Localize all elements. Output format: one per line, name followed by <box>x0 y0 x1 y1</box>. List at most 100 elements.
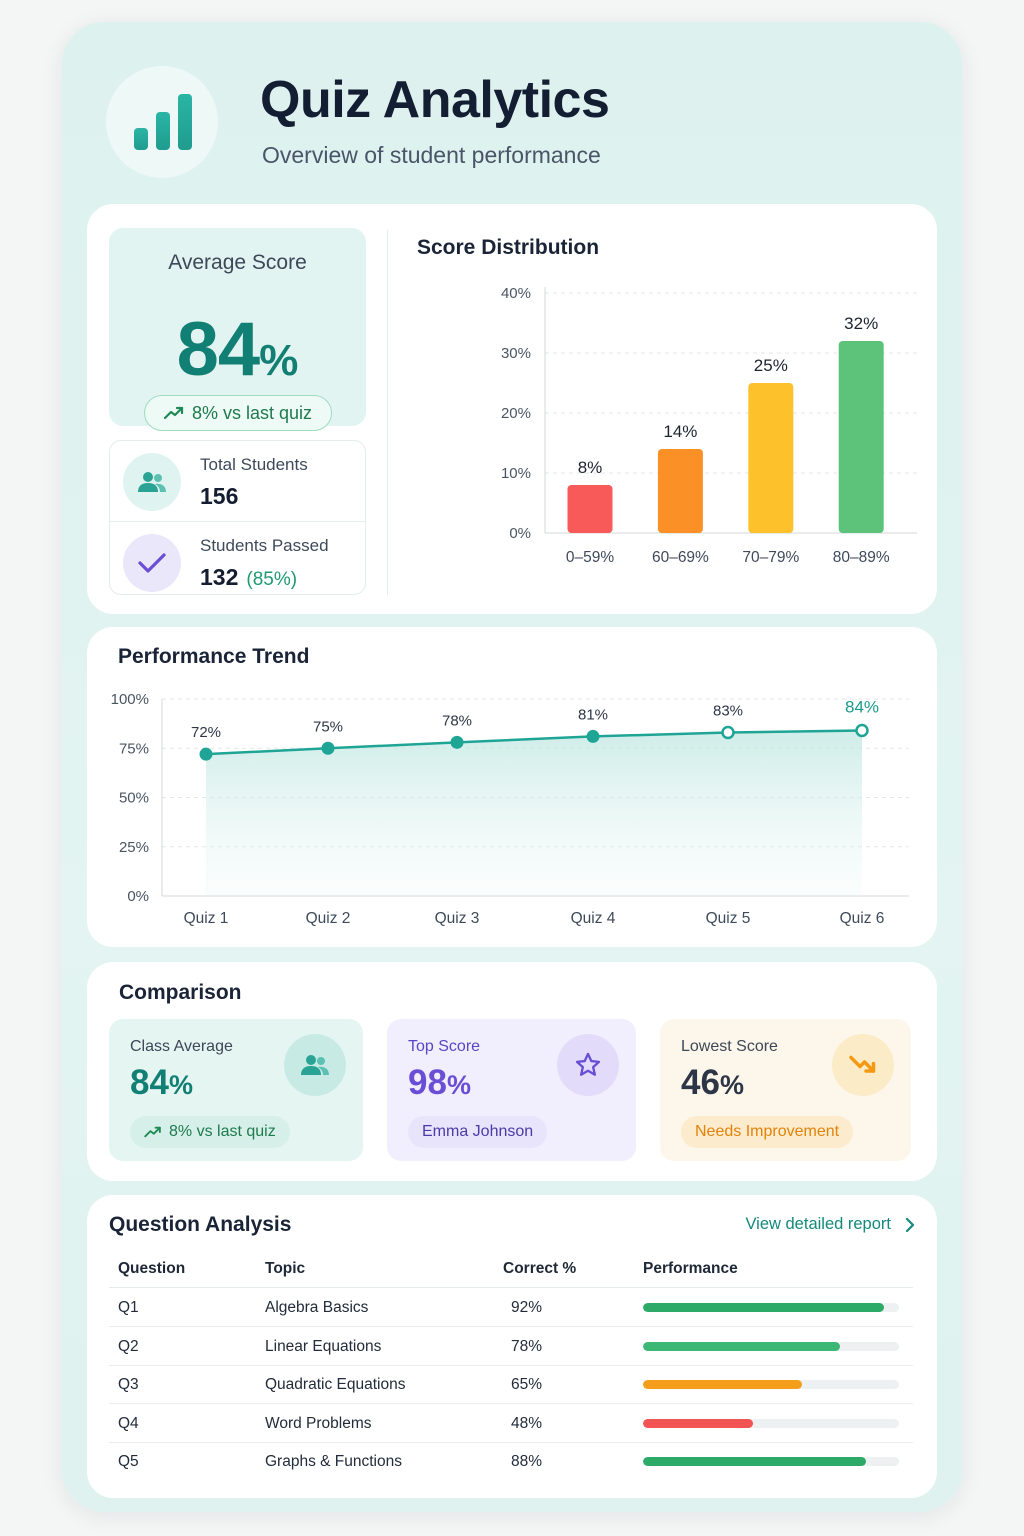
y-tick-label: 30% <box>501 345 531 362</box>
x-tick-label: 0–59% <box>566 549 614 566</box>
data-label: 72% <box>191 724 221 741</box>
column-performance: Performance <box>643 1260 738 1277</box>
class-average-note: 8% vs last quiz <box>169 1123 276 1140</box>
performance-bar-track <box>643 1380 899 1389</box>
students-passed-value: 132 (85%) <box>200 564 297 591</box>
performance-bar-track <box>643 1303 899 1312</box>
lowest-score-value: 46% <box>681 1063 744 1103</box>
class-average-label: Class Average <box>130 1038 233 1055</box>
lowest-score-tile: Lowest Score 46% Needs Improvement <box>660 1019 911 1161</box>
performance-trend-chart: 0% 25% 50% 75% 100% 72% Quiz 1 75% Quiz 2 78% Quiz… <box>111 691 909 927</box>
correct-cell: 78% <box>511 1337 543 1355</box>
table-header: Question Topic Correct % Performance <box>109 1256 913 1288</box>
column-correct: Correct % <box>503 1260 577 1277</box>
class-average-unit: % <box>168 1070 193 1100</box>
students-passed-number: 132 <box>200 564 239 590</box>
performance-bar-track <box>643 1457 899 1466</box>
y-tick-label: 25% <box>119 839 149 856</box>
average-score-label: Average Score <box>168 251 307 274</box>
table-row: Q5 Graphs & Functions 88% <box>109 1443 913 1481</box>
top-score-value: 98% <box>408 1063 471 1103</box>
top-score-label: Top Score <box>408 1038 481 1055</box>
x-tick-label: Quiz 4 <box>571 910 616 927</box>
performance-trend-card: Performance Trend 0% 25% 50% 75% 100% 72% Quiz… <box>87 627 937 947</box>
y-tick-label: 10% <box>501 465 531 482</box>
lowest-score-unit: % <box>719 1070 744 1100</box>
data-point <box>199 747 213 761</box>
data-point <box>855 723 869 738</box>
view-report-link[interactable]: View detailed report <box>745 1215 915 1234</box>
performance-bar-fill <box>643 1303 884 1312</box>
data-point <box>586 729 600 743</box>
data-label: 75% <box>313 718 343 735</box>
performance-bar-track <box>643 1418 899 1428</box>
x-tick-label: 60–69% <box>652 549 709 566</box>
data-label: 84% <box>845 698 879 717</box>
top-score-unit: % <box>446 1070 471 1100</box>
average-change-badge: 8% vs last quiz <box>144 395 332 431</box>
question-cell: Q2 <box>118 1337 139 1355</box>
comparison-title: Comparison <box>119 981 242 1004</box>
table-row: Q2 Linear Equations 78% <box>109 1328 913 1366</box>
check-icon <box>123 534 181 592</box>
total-students-row: Total Students 156 <box>110 441 365 521</box>
y-tick-label: 20% <box>501 405 531 422</box>
class-average-number: 84 <box>130 1063 169 1102</box>
students-passed-row: Students Passed 132 (85%) <box>110 521 365 595</box>
x-tick-label: Quiz 5 <box>706 910 751 927</box>
view-report-text: View detailed report <box>745 1215 891 1233</box>
performance-bar-track <box>643 1341 899 1351</box>
question-cell: Q5 <box>118 1453 139 1470</box>
lowest-score-number: 46 <box>681 1063 720 1102</box>
needs-improvement-badge: Needs Improvement <box>681 1116 854 1148</box>
topic-cell: Graphs & Functions <box>265 1453 402 1470</box>
question-analysis-title: Question Analysis <box>109 1213 292 1236</box>
data-label: 83% <box>713 702 743 719</box>
bar <box>567 485 613 533</box>
performance-bar-fill <box>643 1457 866 1466</box>
trending-up-icon <box>144 1126 161 1138</box>
average-score-number: 84 <box>176 307 261 392</box>
bar-chart-icon <box>106 66 218 178</box>
users-icon <box>123 453 181 511</box>
question-cell: Q1 <box>118 1299 139 1316</box>
divider <box>387 230 388 595</box>
column-topic: Topic <box>265 1260 306 1277</box>
score-distribution-chart: 0% 10% 20% 30% 40% 8% 0–59% 14% 60–69% 25% 70–79% 3… <box>501 285 917 566</box>
y-tick-label: 50% <box>119 790 149 807</box>
topic-cell: Linear Equations <box>265 1337 382 1355</box>
average-score-panel: Average Score 84% 8% vs last quiz <box>109 228 366 431</box>
y-tick-label: 0% <box>127 888 149 905</box>
y-tick-label: 100% <box>111 691 149 708</box>
series-line <box>205 729 863 756</box>
trending-up-icon <box>163 406 184 420</box>
star-icon <box>557 1034 619 1096</box>
students-passed-label: Students Passed <box>200 536 329 555</box>
x-tick-label: Quiz 3 <box>435 910 480 927</box>
correct-cell: 92% <box>511 1299 543 1316</box>
data-label: 25% <box>754 356 788 375</box>
question-cell: Q4 <box>118 1414 139 1432</box>
performance-bar-fill <box>643 1418 754 1428</box>
summary-card: Average Score 84% 8% vs last quiz Total … <box>87 204 937 614</box>
class-average-value: 84% <box>130 1063 193 1103</box>
student-stats-panel: Total Students 156 Students Passed 132 (8… <box>109 440 366 595</box>
table-row: Q3 Quadratic Equations 65% <box>109 1366 913 1404</box>
x-tick-label: Quiz 6 <box>840 910 885 927</box>
topic-cell: Algebra Basics <box>265 1299 369 1316</box>
table-row: Q1 Algebra Basics 92% <box>109 1289 913 1327</box>
average-change-text: 8% vs last quiz <box>191 402 313 423</box>
topic-cell: Word Problems <box>265 1414 372 1432</box>
correct-cell: 65% <box>511 1376 543 1393</box>
y-tick-label: 40% <box>501 285 531 302</box>
total-students-label: Total Students <box>200 455 308 474</box>
bar <box>838 341 884 533</box>
data-point <box>721 725 735 740</box>
students-passed-percent: (85%) <box>246 569 298 590</box>
column-question: Question <box>118 1260 186 1277</box>
comparison-card: Comparison Class Average 84% 8% vs last … <box>87 962 937 1181</box>
data-label: 14% <box>663 422 697 441</box>
x-tick-label: 70–79% <box>742 549 799 566</box>
data-point <box>321 741 335 755</box>
data-point <box>450 735 464 749</box>
